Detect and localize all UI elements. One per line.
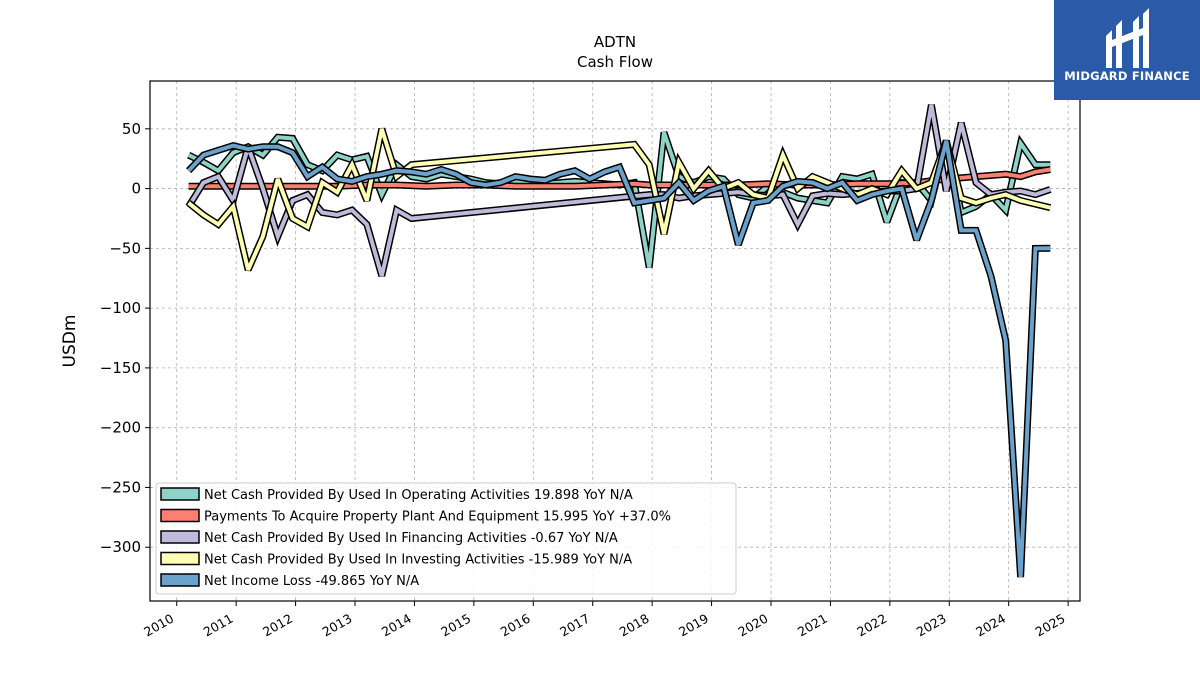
- logo-text: MIDGARD FINANCE: [1064, 69, 1190, 83]
- x-tick-label: 2017: [557, 611, 592, 640]
- legend-swatch: [160, 508, 200, 523]
- legend-box: [155, 482, 737, 595]
- x-tick-label: 2020: [735, 611, 770, 640]
- x-tick-label: 2024: [973, 611, 1008, 640]
- series-layer: [185, 104, 1052, 578]
- series-line: [186, 104, 1051, 277]
- legend-entry: Net Cash Provided By Used In Operating A…: [204, 488, 633, 503]
- plot-frame: [149, 80, 1081, 602]
- y-tick-label: −200: [100, 419, 141, 437]
- chart-title: ADTN: [594, 33, 636, 51]
- y-axis-label: USDm: [60, 315, 80, 368]
- midgard-finance-logo: MIDGARD FINANCE: [1054, 0, 1200, 100]
- legend-entry: Net Cash Provided By Used In Investing A…: [204, 553, 632, 568]
- legend-swatch: [160, 573, 200, 587]
- x-tick-label: 2015: [438, 611, 473, 640]
- series-4: [186, 139, 1051, 578]
- series-line: [187, 140, 1051, 578]
- x-tick-label: 2016: [498, 611, 533, 640]
- x-tick-label: 2010: [141, 611, 176, 640]
- series-2: [185, 104, 1052, 277]
- y-tick-label: −50: [109, 239, 141, 257]
- chart-subtitle: Cash Flow: [577, 53, 653, 71]
- y-tick-label: −250: [100, 478, 141, 496]
- legend: Net Cash Provided By Used In Operating A…: [155, 482, 737, 595]
- x-tick-label: 2012: [260, 611, 295, 640]
- x-tick-label: 2019: [676, 611, 711, 640]
- legend-swatch: [160, 530, 200, 544]
- y-tick-label: 50: [122, 120, 141, 138]
- x-tick-label: 2014: [379, 611, 414, 640]
- x-tick-label: 2023: [914, 611, 949, 640]
- y-tick-label: −300: [100, 538, 141, 556]
- y-tick-label: −100: [100, 299, 141, 317]
- x-tick-label: 2013: [319, 611, 354, 640]
- x-tick-label: 2025: [1033, 611, 1068, 640]
- y-tick-label: 0: [131, 180, 141, 198]
- legend-entry: Net Income Loss -49.865 YoY N/A: [204, 574, 419, 589]
- x-tick-label: 2021: [795, 611, 830, 640]
- x-tick-label: 2018: [617, 611, 652, 640]
- logo-mark-icon: [1106, 8, 1149, 68]
- legend-entry: Net Cash Provided By Used In Financing A…: [204, 531, 618, 546]
- legend-swatch: [160, 551, 200, 566]
- legend-swatch: [160, 487, 200, 501]
- legend-entry: Payments To Acquire Property Plant And E…: [204, 510, 671, 525]
- x-tick-label: 2011: [201, 611, 236, 640]
- x-tick-label: 2022: [854, 611, 889, 640]
- y-tick-label: −150: [100, 359, 141, 377]
